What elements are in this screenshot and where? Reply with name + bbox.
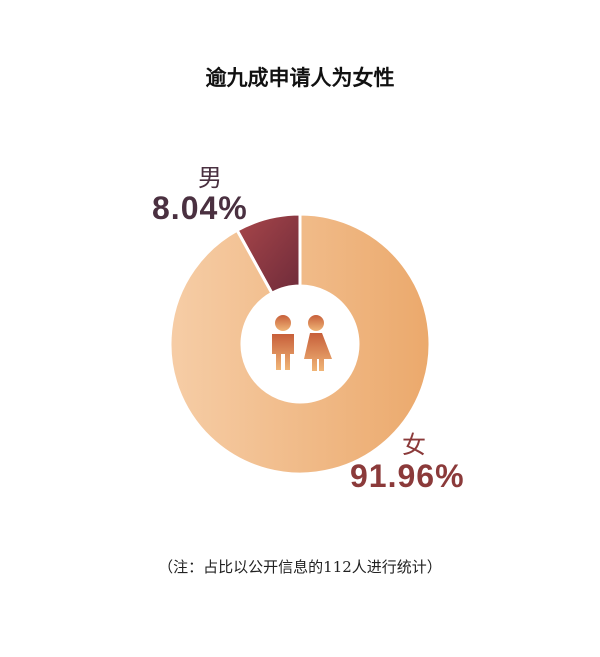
female-percentage: 91.96%: [350, 458, 465, 494]
male-percentage: 8.04%: [152, 190, 248, 226]
male-label: 男: [198, 164, 222, 192]
female-label: 女: [402, 431, 426, 459]
people-icon: [272, 315, 332, 371]
chart-title: 逾九成申请人为女性: [205, 66, 395, 90]
footnote: （注：占比以公开信息的112人进行统计）: [158, 558, 442, 576]
